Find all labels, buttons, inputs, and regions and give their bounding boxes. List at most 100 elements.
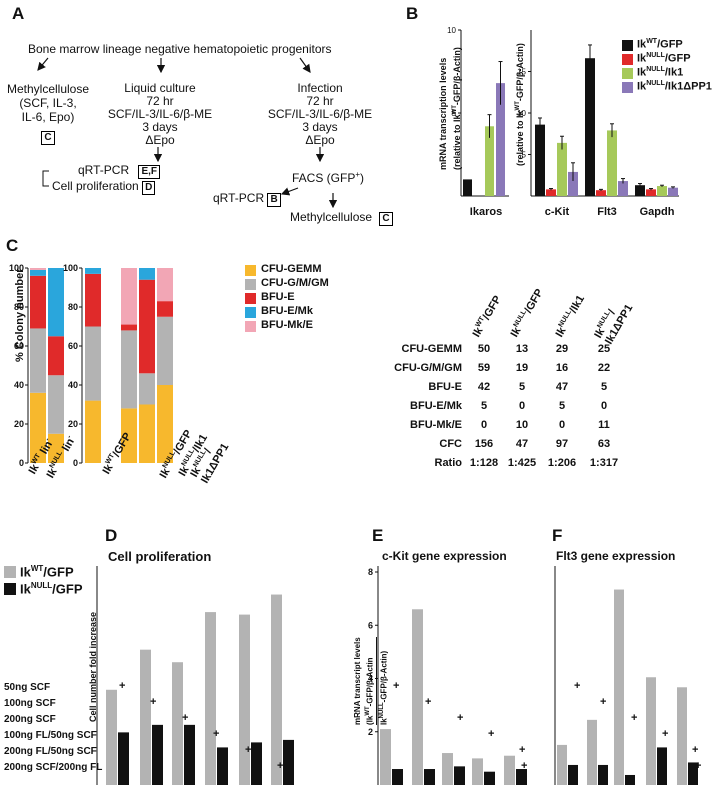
panel-letter-e: E <box>372 526 384 545</box>
c-legend-swatch-3 <box>245 307 256 318</box>
c-legend-swatch-4 <box>245 321 256 332</box>
condition-plus-f: + <box>600 696 607 708</box>
dl1a: Ik <box>20 581 31 597</box>
panel-letter-c: C <box>6 236 19 255</box>
infection-qrt: qRT-PCR B <box>213 192 281 207</box>
infection-methyl-label: Methylcellulose <box>290 210 373 224</box>
bracket-qrt <box>42 170 49 187</box>
box-b: B <box>267 193 281 207</box>
infection-methyl: Methylcellulose C <box>290 211 393 226</box>
c-seg-3-1 <box>121 330 137 409</box>
b-bar-c-Kit-1 <box>546 189 556 196</box>
dl0s: WT <box>30 564 44 573</box>
condition-plus-e: + <box>488 728 495 740</box>
def-bar-E-1-0 <box>412 609 423 785</box>
b-right-ticklabel-0: 5 <box>522 151 527 160</box>
b-legend-swatch-0 <box>622 40 633 51</box>
def-bar-E-3-0 <box>472 758 483 785</box>
bl1a: Ik <box>637 52 647 65</box>
branch1-line3: IL-6, Epo) <box>21 110 75 124</box>
c-seg-0-3 <box>30 269 46 276</box>
panel-b-chart: 5 10 Ikaros 5 10 15 c-Kit Flt3 Gapdh <box>447 26 679 218</box>
c-seg-5-4 <box>157 268 173 302</box>
def-bar-E-0-1 <box>392 769 403 785</box>
c-ticklabel-0-1: 20 <box>14 419 24 429</box>
c-legend-label-1: CFU-G/M/GM <box>261 277 329 289</box>
b-legend-label-2: IkNULL/Ik1 <box>637 66 683 79</box>
panel-c-chart: 0 20 40 60 80 100 0 20 40 60 80 100 <box>9 263 173 468</box>
def-bar-E-4-1 <box>516 769 527 785</box>
def-bar-F-2-0 <box>614 589 624 785</box>
bl2a: Ik <box>637 66 647 79</box>
dl1s: NULL <box>30 581 53 590</box>
bl2s: NULL <box>646 66 665 73</box>
dl1r: /GFP <box>52 581 83 597</box>
c-ticklabel-0-0: 0 <box>19 458 24 468</box>
branch3-line3: SCF/IL-3/IL-6/β-ME <box>267 107 373 121</box>
b-ikaros-bar-3 <box>496 83 505 196</box>
arrow-infection <box>299 57 311 73</box>
condition-plus-f: + <box>695 760 702 772</box>
table-cell: 16 <box>555 362 569 374</box>
def-bar-D-3-1 <box>217 747 228 785</box>
table-row-label: BFU-Mk/E <box>410 419 462 431</box>
b-legend-swatch-2 <box>622 68 633 79</box>
c-legend-label-4: BFU-Mk/E <box>261 319 313 331</box>
liquid-qrt-label: qRT-PCR <box>78 163 130 177</box>
c-legend-label-2: BFU-E <box>261 291 295 303</box>
def-bar-F-1-0 <box>587 719 597 785</box>
b-legend-label-3: IkNULL/Ik1ΔPP1 <box>637 80 712 93</box>
def-bar-D-1-1 <box>152 724 163 785</box>
c-ticklabel-1-5: 100 <box>63 263 78 273</box>
b-xlabel-1: Flt3 <box>597 206 617 218</box>
branch2-line3: SCF/IL-3/IL-6/β-ME <box>107 107 213 121</box>
def-bar-F-4-0 <box>677 687 687 785</box>
c-seg-0-1 <box>30 328 46 393</box>
condition-plus-d: + <box>119 680 126 692</box>
c-seg-0-0 <box>30 392 46 463</box>
table-cell: 97 <box>555 438 569 450</box>
c-seg-2-0 <box>85 400 101 463</box>
arrow-methyl <box>37 57 49 71</box>
table-cell: 29 <box>555 343 569 355</box>
def-bar-E-2-0 <box>442 753 453 785</box>
c-seg-4-0 <box>139 404 155 463</box>
table-row-label: CFU-GEMM <box>401 343 463 355</box>
condition-plus-e: + <box>519 744 526 756</box>
branch2-line5: ΔEpo <box>145 133 175 147</box>
def-bar-D-0-0 <box>106 689 117 785</box>
c-ticklabel-0-2: 40 <box>14 380 24 390</box>
b-bar-Gapdh-3 <box>668 187 678 196</box>
c-ticklabel-1-3: 60 <box>68 341 78 351</box>
b-legend-label-1: IkNULL/GFP <box>637 52 691 65</box>
table-cell: 5 <box>518 381 526 393</box>
condition-plus-e: + <box>521 760 528 772</box>
panel-letter-b: B <box>406 4 419 23</box>
bl3s: NULL <box>646 80 665 87</box>
branch1-line1: Methylcellulose <box>6 82 90 96</box>
c-seg-1-3 <box>48 268 64 337</box>
c-ticklabel-0-4: 80 <box>14 302 24 312</box>
c-legend-swatch-1 <box>245 279 256 290</box>
c-ticklabel-0-5: 100 <box>9 263 24 273</box>
panel-a-branch2: Liquid culture 72 hr SCF/IL-3/IL-6/β-ME … <box>102 82 218 147</box>
d-title: Cell proliferation <box>108 549 212 564</box>
c-seg-4-3 <box>139 268 155 280</box>
liquid-prolif: Cell proliferation D <box>52 180 156 195</box>
c-ticklabel-0-3: 60 <box>14 341 24 351</box>
b-xlabel-0: c-Kit <box>545 206 570 218</box>
table-cell: 47 <box>515 438 529 450</box>
b-xlabel-2: Gapdh <box>640 206 675 218</box>
c-seg-3-4 <box>121 268 137 325</box>
condition-plus-f: + <box>662 728 669 740</box>
def-legend-label-1: IkNULL/GFP <box>20 581 83 596</box>
panel-letter-d: D <box>105 526 118 545</box>
table-row-label: BFU-E <box>428 381 462 393</box>
arrow-facs-qrt <box>280 187 299 196</box>
liquid-qrt: qRT-PCR E,F <box>78 163 161 179</box>
def-bar-E-3-1 <box>484 771 495 785</box>
box-c-1: C <box>41 131 55 145</box>
def-legend-swatch-1 <box>4 583 16 595</box>
dl0r: /GFP <box>43 564 74 580</box>
